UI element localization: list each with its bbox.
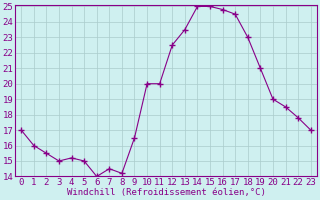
X-axis label: Windchill (Refroidissement éolien,°C): Windchill (Refroidissement éolien,°C)	[67, 188, 265, 197]
